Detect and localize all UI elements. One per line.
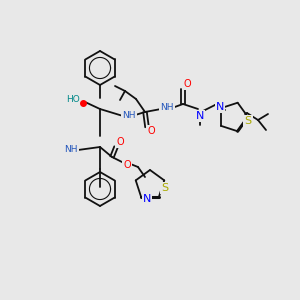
Text: O: O [183, 79, 191, 89]
Text: NH: NH [160, 103, 174, 112]
Text: NH: NH [64, 146, 78, 154]
Text: N: N [196, 111, 204, 121]
Text: NH: NH [122, 112, 136, 121]
Text: N: N [143, 194, 151, 204]
Text: S: S [161, 183, 169, 193]
Text: O: O [147, 126, 155, 136]
Text: N: N [216, 102, 224, 112]
Text: O: O [116, 137, 124, 147]
Text: HO: HO [66, 94, 80, 103]
Text: O: O [123, 160, 131, 170]
Text: S: S [244, 116, 252, 126]
